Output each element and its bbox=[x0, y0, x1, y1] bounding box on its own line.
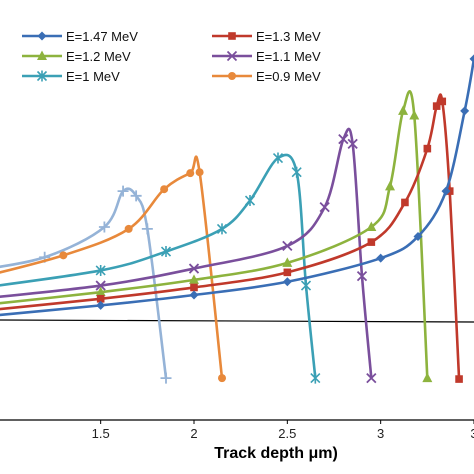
legend-item: E=1 MeV bbox=[22, 69, 120, 84]
series-layer bbox=[0, 54, 474, 384]
data-point bbox=[228, 32, 236, 40]
data-point bbox=[117, 185, 129, 197]
x-tick-label: 1.5 bbox=[92, 426, 110, 441]
data-point bbox=[218, 374, 226, 383]
x-tick-label: 2 bbox=[190, 426, 197, 441]
series-group bbox=[0, 127, 377, 384]
series-line bbox=[0, 58, 474, 317]
data-point bbox=[310, 372, 321, 384]
data-point bbox=[401, 198, 409, 207]
data-point bbox=[186, 169, 195, 178]
data-point bbox=[272, 152, 284, 164]
data-point bbox=[228, 72, 236, 80]
data-point bbox=[423, 144, 432, 153]
legend-label: E=1.47 MeV bbox=[66, 29, 138, 44]
data-point bbox=[376, 253, 386, 263]
data-point bbox=[195, 168, 204, 177]
legend-label: E=1.3 MeV bbox=[256, 29, 321, 44]
data-point bbox=[124, 224, 133, 233]
data-point bbox=[160, 372, 172, 384]
series-group bbox=[0, 155, 226, 383]
data-point bbox=[216, 223, 228, 235]
legend-item: E=0.9 MeV bbox=[212, 69, 321, 84]
data-point bbox=[36, 70, 48, 82]
data-point bbox=[413, 231, 423, 241]
data-point bbox=[347, 138, 358, 150]
data-point bbox=[356, 270, 368, 282]
data-point bbox=[282, 277, 292, 287]
data-point bbox=[160, 185, 169, 194]
data-point bbox=[283, 268, 292, 277]
data-point bbox=[469, 54, 474, 64]
legend: E=1.47 MeV E=1.3 MeV E=1.2 MeV E=1.1 MeV E=1… bbox=[22, 29, 321, 84]
data-point bbox=[366, 372, 377, 384]
data-point bbox=[59, 251, 68, 260]
series-group bbox=[0, 54, 474, 317]
data-point bbox=[95, 286, 106, 297]
data-point bbox=[98, 221, 110, 233]
data-point bbox=[319, 202, 330, 213]
legend-label: E=0.9 MeV bbox=[256, 69, 321, 84]
legend-label: E=1.1 MeV bbox=[256, 49, 321, 64]
x-axis-title: Track depth μm) bbox=[214, 445, 338, 462]
legend-label: E=1.2 MeV bbox=[66, 49, 131, 64]
data-point bbox=[37, 31, 47, 41]
data-point bbox=[385, 180, 395, 191]
x-tick-label: 3 bbox=[470, 426, 474, 441]
series-group bbox=[0, 185, 172, 384]
data-point bbox=[95, 264, 106, 276]
series-group bbox=[0, 89, 433, 383]
data-point bbox=[367, 238, 376, 246]
data-point bbox=[282, 257, 293, 267]
data-point bbox=[190, 283, 198, 292]
data-point bbox=[300, 280, 312, 292]
data-point bbox=[96, 294, 105, 303]
series-line bbox=[0, 93, 461, 380]
data-point bbox=[37, 50, 47, 60]
x-tick-label: 2.5 bbox=[278, 426, 296, 441]
data-point bbox=[338, 134, 349, 145]
data-point bbox=[460, 106, 470, 116]
series-group bbox=[0, 152, 321, 384]
data-point bbox=[130, 190, 142, 202]
legend-item: E=1.47 MeV bbox=[22, 29, 138, 44]
data-point bbox=[438, 97, 447, 106]
data-point bbox=[455, 375, 463, 383]
series-group bbox=[0, 93, 463, 383]
data-point bbox=[189, 290, 199, 300]
data-point bbox=[409, 110, 420, 120]
legend-item: E=1.2 MeV bbox=[22, 49, 131, 64]
x-tick-label: 3 bbox=[377, 426, 384, 441]
data-point bbox=[160, 246, 172, 258]
data-point bbox=[188, 263, 200, 274]
data-point bbox=[189, 274, 199, 284]
data-point bbox=[226, 50, 238, 62]
legend-label: E=1 MeV bbox=[66, 69, 120, 84]
data-point bbox=[441, 186, 451, 196]
legend-item: E=1.1 MeV bbox=[212, 49, 321, 64]
data-point bbox=[96, 300, 106, 310]
data-point bbox=[291, 166, 302, 178]
data-point bbox=[422, 372, 433, 383]
data-point bbox=[366, 221, 377, 231]
x-axis-ticks: 1.5 2 2.5 3 3 bbox=[92, 420, 474, 441]
data-point bbox=[398, 105, 409, 115]
zero-baseline bbox=[0, 319, 474, 323]
data-point bbox=[95, 280, 106, 291]
data-point bbox=[244, 195, 256, 207]
legend-item: E=1.3 MeV bbox=[212, 29, 321, 44]
data-point bbox=[432, 102, 441, 110]
data-point bbox=[282, 240, 293, 252]
data-point bbox=[141, 223, 153, 235]
